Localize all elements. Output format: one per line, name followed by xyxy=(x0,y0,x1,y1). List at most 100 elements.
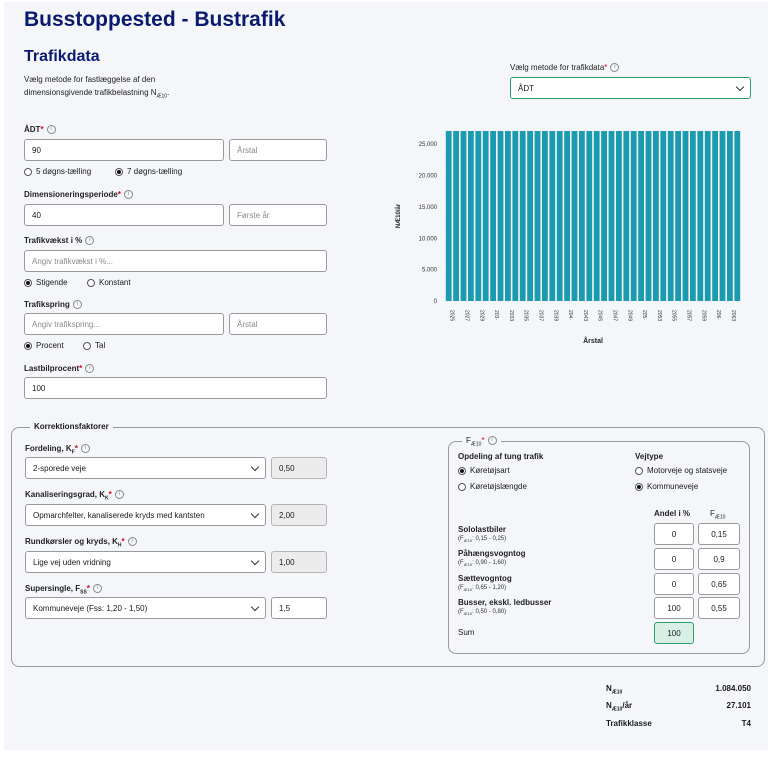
radio-label: 7 døgns-tælling xyxy=(127,167,183,176)
fordeling-select[interactable]: 2-sporede veje xyxy=(25,457,266,479)
radio-5-doegn[interactable]: 5 døgns-tælling xyxy=(24,167,91,176)
adt-input[interactable]: 90 xyxy=(24,139,224,161)
radio-7-doegn[interactable]: 7 døgns-tælling xyxy=(115,167,182,176)
x-tick-label: 2045 xyxy=(597,310,603,321)
sum-value: 100 xyxy=(667,628,681,638)
result-nae-aar-label-sub: Æ10 xyxy=(611,706,623,713)
x-tick-label: 2043 xyxy=(582,310,588,321)
x-tick-label: 2057 xyxy=(686,310,692,321)
kanal-label-sub: K xyxy=(105,495,109,502)
info-icon[interactable]: i xyxy=(80,444,90,454)
fae-input-busser[interactable]: 0,55 xyxy=(698,597,740,619)
info-icon[interactable]: i xyxy=(123,190,133,200)
radio-circle-selected xyxy=(635,482,643,491)
chart-bar xyxy=(660,131,667,301)
spring-aarstal-input[interactable]: Årstal xyxy=(229,313,327,335)
radio-label: 5 døgns-tælling xyxy=(36,167,92,176)
chart-bar xyxy=(468,131,474,301)
rund-select[interactable]: Lige vej uden vridning xyxy=(25,551,266,573)
fae-input-saettevogntog[interactable]: 0,65 xyxy=(698,573,740,595)
vaekst-label: Trafikvækst i % i xyxy=(24,236,95,246)
andel-value: 0 xyxy=(671,529,677,539)
andel-input-paahaengsvogntog[interactable]: 0 xyxy=(654,548,694,570)
andel-input-saettevogntog[interactable]: 0 xyxy=(654,573,694,595)
radio-label: Kommuneveje xyxy=(647,482,699,491)
andel-value: 0 xyxy=(671,579,677,589)
super-select-value: Kommuneveje (Fss: 1,20 - 1,50) xyxy=(33,603,148,613)
description-end: . xyxy=(167,88,170,97)
andel-input-sololastbiler[interactable]: 0 xyxy=(654,523,694,545)
radio-label: Køretøjslængde xyxy=(470,482,527,491)
andel-input-busser[interactable]: 100 xyxy=(654,597,694,619)
lastbil-input[interactable]: 100 xyxy=(24,377,327,399)
radio-circle xyxy=(635,466,643,475)
super-factor-value: 1,5 xyxy=(279,603,291,613)
info-icon[interactable]: i xyxy=(85,236,95,246)
spring-input[interactable]: Angiv trafikspring... xyxy=(24,313,224,335)
radio-koeretoejslaengde[interactable]: Køretøjslængde xyxy=(458,482,527,491)
rund-label: Rundkørsler og kryds, KH* i xyxy=(25,537,137,549)
y-tick-label: 15.000 xyxy=(419,205,438,211)
radio-kommuneveje[interactable]: Kommuneveje xyxy=(635,482,698,491)
radio-motorveje[interactable]: Motorveje og statsveje xyxy=(635,466,727,475)
info-icon[interactable]: i xyxy=(85,364,95,374)
chart-bar xyxy=(579,131,585,301)
info-icon[interactable]: i xyxy=(127,537,137,547)
chart-bar xyxy=(601,131,607,301)
row-range-end: : 0,65 - 1,20) xyxy=(472,585,507,591)
chart-bar xyxy=(712,131,718,301)
chart-bar xyxy=(727,131,733,301)
row-range-sub: Æ10 xyxy=(463,587,473,593)
chart-bar xyxy=(527,131,533,301)
radio-stigende[interactable]: Stigende xyxy=(24,278,68,287)
y-tick-label: 20.000 xyxy=(419,174,438,180)
y-tick-label: 0 xyxy=(434,299,438,305)
fae-input-paahaengsvogntog[interactable]: 0,9 xyxy=(698,548,740,570)
chart-bar xyxy=(667,131,674,301)
method-select[interactable]: ÅDT xyxy=(510,77,751,99)
result-nae-aar-label-text: N xyxy=(606,701,612,710)
row-range-text: (F xyxy=(458,585,464,591)
rund-label-text: Rundkørsler og kryds, K xyxy=(25,537,118,546)
chart-bar xyxy=(719,131,726,301)
vaekst-input[interactable]: Angiv trafikvækst i %... xyxy=(24,250,327,272)
radio-label: Tal xyxy=(95,341,106,350)
col-fae-text: F xyxy=(710,509,715,518)
foerste-aar-input[interactable]: Første år xyxy=(229,204,327,226)
lastbil-input-value: 100 xyxy=(32,383,46,393)
chevron-down-icon xyxy=(250,462,260,471)
fordeling-select-value: 2-sporede veje xyxy=(33,463,86,473)
info-icon[interactable]: i xyxy=(72,300,82,310)
info-icon[interactable]: i xyxy=(114,490,124,500)
periode-label: Dimensioneringsperiode* i xyxy=(24,190,133,200)
radio-tal[interactable]: Tal xyxy=(83,341,105,350)
x-tick-label: 2027 xyxy=(464,310,470,321)
radio-konstant[interactable]: Konstant xyxy=(87,278,131,287)
fae-input-sololastbiler[interactable]: 0,15 xyxy=(698,523,740,545)
info-icon[interactable]: i xyxy=(610,63,620,73)
row-range-end: : 0,90 - 1,60) xyxy=(472,560,507,566)
chart-bar xyxy=(608,131,615,301)
row-range-sub: Æ10 xyxy=(463,538,473,544)
periode-input[interactable]: 40 xyxy=(24,204,224,226)
super-factor-input[interactable]: 1,5 xyxy=(271,597,327,619)
super-select[interactable]: Kommuneveje (Fss: 1,20 - 1,50) xyxy=(25,597,266,619)
periode-label-text: Dimensioneringsperiode xyxy=(24,190,118,199)
info-icon[interactable]: i xyxy=(487,436,497,446)
spring-aarstal-placeholder: Årstal xyxy=(237,319,258,329)
chevron-down-icon xyxy=(250,602,260,611)
y-tick-label: 25.000 xyxy=(419,142,438,148)
info-icon[interactable]: i xyxy=(46,125,56,135)
result-nae-aar-value: 27.101 xyxy=(726,701,751,710)
result-nae-label-text: N xyxy=(606,684,612,693)
method-label-text: Vælg metode for trafikdata xyxy=(510,63,605,72)
radio-koeretoejsart[interactable]: Køretøjsart xyxy=(458,466,510,475)
chart-bar xyxy=(586,131,593,301)
lastbil-label: Lastbilprocent* i xyxy=(24,364,95,374)
kanal-select[interactable]: Opmarchfelter, kanaliserede kryds med ka… xyxy=(25,504,266,526)
x-tick-label: 2033 xyxy=(508,310,514,321)
radio-procent[interactable]: Procent xyxy=(24,341,64,350)
adt-aarstal-input[interactable]: Årstal xyxy=(229,139,327,161)
info-icon[interactable]: i xyxy=(92,584,102,594)
chart-bar xyxy=(490,131,496,301)
